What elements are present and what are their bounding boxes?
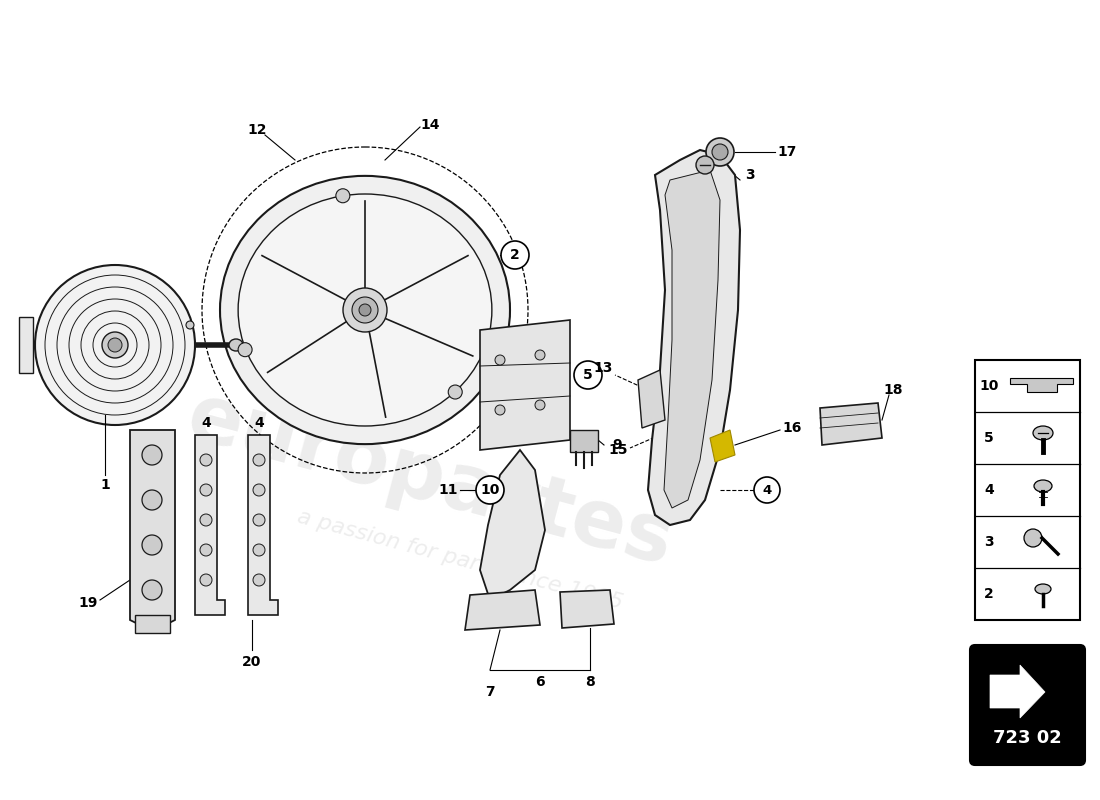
Text: 4: 4 bbox=[254, 416, 264, 430]
Circle shape bbox=[495, 355, 505, 365]
Polygon shape bbox=[480, 320, 570, 450]
Circle shape bbox=[535, 350, 544, 360]
Circle shape bbox=[343, 288, 387, 332]
Text: 6: 6 bbox=[536, 675, 544, 689]
FancyBboxPatch shape bbox=[19, 317, 33, 373]
Text: 5: 5 bbox=[984, 431, 994, 445]
FancyBboxPatch shape bbox=[970, 645, 1085, 765]
Circle shape bbox=[142, 580, 162, 600]
Circle shape bbox=[238, 342, 252, 357]
Text: 20: 20 bbox=[242, 655, 262, 669]
Circle shape bbox=[574, 361, 602, 389]
Polygon shape bbox=[820, 403, 882, 445]
Polygon shape bbox=[710, 430, 735, 462]
Polygon shape bbox=[130, 430, 175, 625]
Text: a passion for parts since 1985: a passion for parts since 1985 bbox=[295, 507, 625, 613]
Circle shape bbox=[476, 476, 504, 504]
Circle shape bbox=[186, 321, 194, 329]
Text: 18: 18 bbox=[883, 383, 903, 397]
Circle shape bbox=[253, 574, 265, 586]
Text: 7: 7 bbox=[485, 685, 495, 699]
Polygon shape bbox=[990, 665, 1045, 718]
Text: 9: 9 bbox=[613, 438, 621, 452]
Text: 4: 4 bbox=[201, 416, 211, 430]
Polygon shape bbox=[1010, 378, 1072, 392]
Ellipse shape bbox=[220, 176, 510, 444]
Polygon shape bbox=[638, 370, 666, 428]
Circle shape bbox=[200, 514, 212, 526]
Circle shape bbox=[754, 477, 780, 503]
Circle shape bbox=[448, 385, 462, 399]
Circle shape bbox=[200, 574, 212, 586]
Text: 1: 1 bbox=[100, 478, 110, 492]
Circle shape bbox=[336, 189, 350, 202]
Text: 4: 4 bbox=[984, 483, 994, 497]
Text: 14: 14 bbox=[420, 118, 440, 132]
Text: 3: 3 bbox=[745, 168, 755, 182]
Circle shape bbox=[253, 454, 265, 466]
Text: 4: 4 bbox=[762, 483, 771, 497]
Polygon shape bbox=[648, 150, 740, 525]
Circle shape bbox=[495, 405, 505, 415]
Circle shape bbox=[102, 332, 128, 358]
Text: 2: 2 bbox=[510, 248, 520, 262]
Circle shape bbox=[696, 156, 714, 174]
Ellipse shape bbox=[1035, 584, 1050, 594]
Text: 10: 10 bbox=[979, 379, 999, 393]
Text: 723 02: 723 02 bbox=[993, 729, 1062, 747]
Circle shape bbox=[200, 484, 212, 496]
Circle shape bbox=[253, 514, 265, 526]
Polygon shape bbox=[465, 590, 540, 630]
Text: 15: 15 bbox=[608, 443, 628, 457]
Text: 10: 10 bbox=[481, 483, 499, 497]
Ellipse shape bbox=[1033, 426, 1053, 440]
Circle shape bbox=[706, 138, 734, 166]
Text: 5: 5 bbox=[583, 368, 593, 382]
Circle shape bbox=[1024, 529, 1042, 547]
Text: 13: 13 bbox=[593, 361, 613, 375]
Ellipse shape bbox=[238, 194, 492, 426]
Polygon shape bbox=[195, 435, 226, 615]
Circle shape bbox=[712, 144, 728, 160]
Circle shape bbox=[35, 265, 195, 425]
Text: europartes: europartes bbox=[178, 378, 682, 582]
Circle shape bbox=[535, 400, 544, 410]
FancyBboxPatch shape bbox=[135, 615, 170, 633]
Text: 2: 2 bbox=[984, 587, 994, 601]
FancyBboxPatch shape bbox=[975, 360, 1080, 620]
Circle shape bbox=[142, 535, 162, 555]
Text: 16: 16 bbox=[782, 421, 802, 435]
Text: 12: 12 bbox=[248, 123, 266, 137]
Polygon shape bbox=[570, 430, 598, 452]
Polygon shape bbox=[480, 450, 544, 600]
Circle shape bbox=[359, 304, 371, 316]
Polygon shape bbox=[560, 590, 614, 628]
Ellipse shape bbox=[1034, 480, 1052, 492]
Circle shape bbox=[253, 544, 265, 556]
Text: 17: 17 bbox=[778, 145, 796, 159]
Ellipse shape bbox=[229, 339, 243, 351]
Text: 19: 19 bbox=[78, 596, 98, 610]
Text: 11: 11 bbox=[438, 483, 458, 497]
Polygon shape bbox=[248, 435, 278, 615]
Circle shape bbox=[253, 484, 265, 496]
Circle shape bbox=[200, 544, 212, 556]
Circle shape bbox=[142, 445, 162, 465]
Text: 8: 8 bbox=[585, 675, 595, 689]
Circle shape bbox=[142, 490, 162, 510]
Circle shape bbox=[200, 454, 212, 466]
Text: 3: 3 bbox=[984, 535, 993, 549]
Polygon shape bbox=[664, 170, 720, 508]
Circle shape bbox=[108, 338, 122, 352]
Circle shape bbox=[500, 241, 529, 269]
Circle shape bbox=[352, 297, 378, 323]
